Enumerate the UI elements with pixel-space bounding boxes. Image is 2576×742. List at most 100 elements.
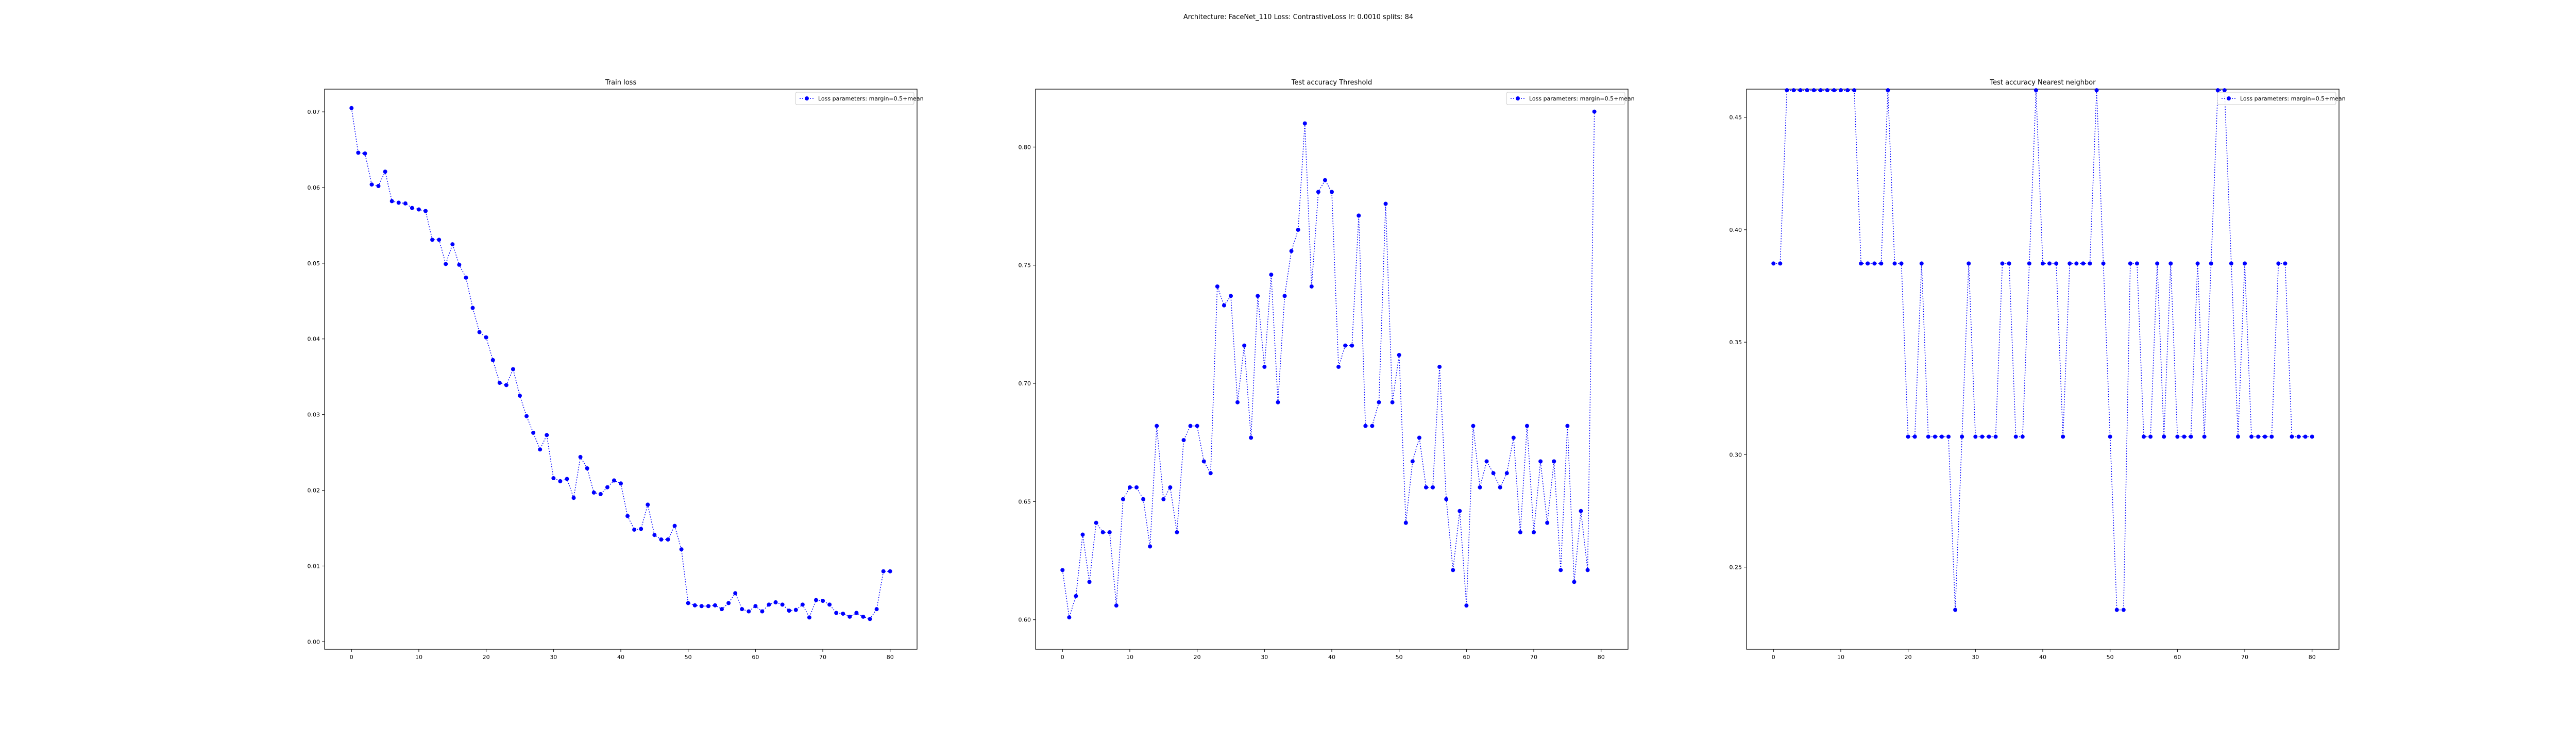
data-point: [1155, 424, 1159, 428]
data-point: [1330, 190, 1334, 194]
data-point: [793, 608, 798, 612]
data-point: [807, 615, 811, 620]
data-point: [585, 466, 589, 470]
data-point: [1980, 434, 1985, 439]
data-point: [1350, 343, 1354, 348]
data-point: [1471, 424, 1476, 428]
data-point: [1906, 434, 1910, 439]
data-point: [2007, 261, 2011, 266]
data-point: [767, 602, 771, 607]
x-tick-label: 30: [1972, 654, 1979, 661]
data-point: [1939, 434, 1944, 439]
data-point: [1491, 471, 1496, 476]
data-point: [1866, 261, 1870, 266]
data-point: [1538, 459, 1543, 464]
axes-title: Train loss: [605, 79, 637, 87]
data-point: [591, 490, 596, 495]
y-tick-label: 0.60: [1019, 617, 1031, 623]
data-point: [1107, 530, 1112, 534]
data-point: [1390, 400, 1395, 404]
y-tick-label: 0.02: [308, 487, 320, 494]
x-tick-label: 60: [752, 654, 759, 661]
data-point: [2175, 434, 2180, 439]
data-point: [800, 602, 805, 607]
data-point: [666, 537, 670, 542]
y-tick-label: 0.00: [308, 638, 320, 645]
legend-label: Loss parameters: margin=0.5+mean: [2240, 95, 2346, 102]
data-point: [706, 604, 710, 609]
data-point: [1484, 459, 1489, 464]
data-point: [1256, 294, 1260, 298]
data-point: [1114, 603, 1118, 608]
data-point: [1269, 273, 1274, 277]
data-point: [780, 602, 785, 607]
data-point: [2276, 261, 2281, 266]
data-point: [1451, 568, 1455, 572]
data-point: [1478, 485, 1482, 490]
data-point: [1572, 580, 1577, 584]
data-point: [2000, 261, 2005, 266]
data-point: [1262, 364, 1267, 369]
axes-title: Test accuracy Threshold: [1291, 79, 1372, 87]
subplot-2: Test accuracy Threshold 0 10 20 30 40 50 60 70 80…: [1019, 79, 1635, 661]
data-point: [2128, 261, 2132, 266]
data-point: [1778, 261, 1783, 266]
data-point: [2310, 434, 2314, 439]
data-point: [1141, 497, 1146, 501]
data-point: [1791, 88, 1796, 93]
data-point: [1242, 343, 1247, 348]
data-point: [1343, 343, 1348, 348]
data-point: [1953, 608, 1958, 612]
data-point: [369, 182, 374, 187]
data-point: [2269, 434, 2274, 439]
data-point: [1377, 400, 1381, 404]
legend-marker: [1516, 96, 1520, 100]
data-point: [1208, 471, 1213, 476]
data-point: [1838, 88, 1843, 93]
legend: Loss parameters: margin=0.5+mean: [2217, 92, 2346, 105]
data-point: [450, 242, 455, 247]
data-point: [558, 479, 563, 483]
data-point: [699, 604, 704, 609]
data-point: [2229, 261, 2233, 266]
data-point: [464, 275, 468, 280]
x-tick-label: 50: [2107, 654, 2114, 661]
data-point: [376, 184, 381, 189]
data-point: [659, 537, 664, 542]
data-point: [1811, 88, 1816, 93]
data-point: [2243, 261, 2247, 266]
data-point: [632, 527, 637, 532]
y-tick-label: 0.05: [308, 260, 320, 267]
legend-marker: [805, 96, 809, 100]
data-point: [2074, 261, 2079, 266]
data-point: [1188, 424, 1193, 428]
data-point: [1785, 88, 1789, 93]
legend-label: Loss parameters: margin=0.5+mean: [818, 95, 924, 102]
data-point: [457, 262, 462, 267]
data-point: [2148, 434, 2153, 439]
y-tick-label: 0.25: [1730, 564, 1742, 571]
y-tick-label: 0.06: [308, 184, 320, 191]
y-tick-label: 0.03: [308, 412, 320, 418]
y-tick-label: 0.30: [1730, 451, 1742, 458]
data-point: [2142, 434, 2146, 439]
data-point: [605, 485, 609, 490]
data-point: [652, 533, 657, 537]
data-point: [1289, 249, 1294, 254]
data-point: [1181, 438, 1186, 443]
data-point: [1121, 497, 1125, 501]
data-point: [1276, 400, 1280, 404]
data-point: [2088, 261, 2092, 266]
data-point: [2054, 261, 2059, 266]
data-point: [531, 430, 536, 435]
data-point: [1912, 434, 1917, 439]
data-point: [1175, 530, 1179, 534]
data-point: [1818, 88, 1823, 93]
x-tick-label: 50: [685, 654, 692, 661]
data-point: [1859, 261, 1863, 266]
data-point: [1431, 485, 1435, 490]
y-tick-label: 0.45: [1730, 114, 1742, 121]
data-point: [619, 481, 623, 486]
data-point: [1960, 434, 1964, 439]
data-point: [389, 199, 394, 204]
